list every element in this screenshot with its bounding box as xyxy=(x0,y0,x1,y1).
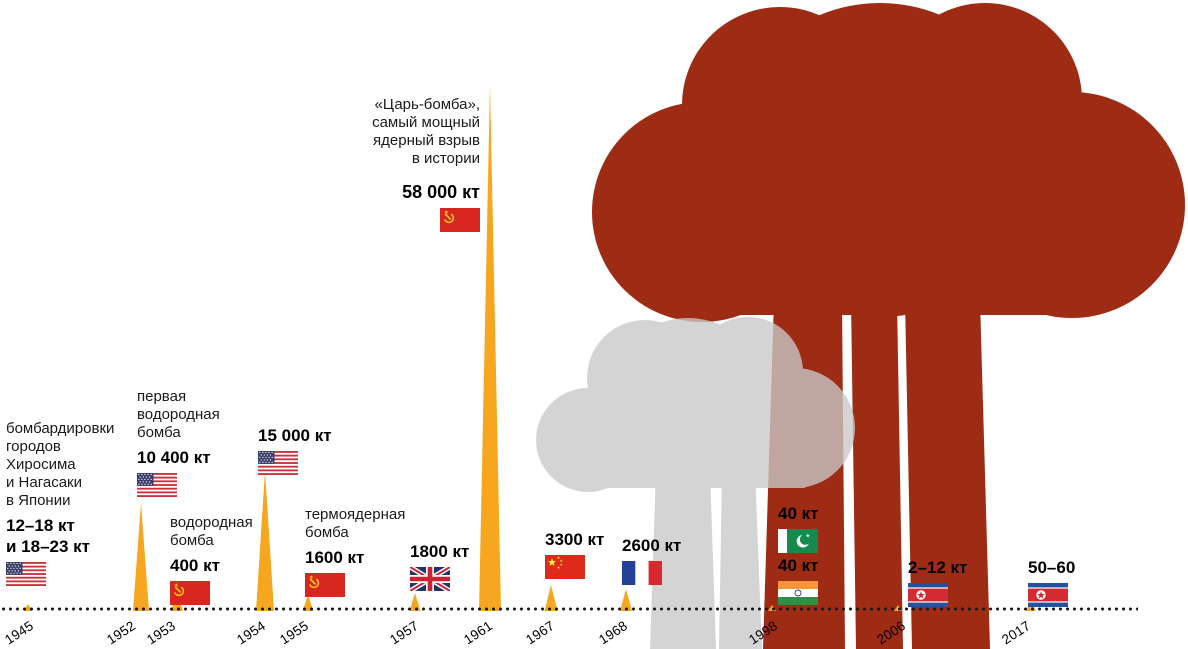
annotation-1955-ussr: термоядерная бомба 1600 кт xyxy=(305,506,427,602)
large-mushroom-cloud xyxy=(592,3,1185,649)
yield-value: 40 кт xyxy=(778,556,819,575)
yield-value: 12–18 кт и 18–23 кт xyxy=(6,516,91,556)
annotation-1953-ussr: водородная бомба 400 кт xyxy=(170,514,285,610)
event-label: термоядерная бомба xyxy=(305,506,406,541)
yield-spike-1954 xyxy=(256,471,274,611)
yield-value: 1600 кт xyxy=(305,548,365,567)
yield-value: 50–60 xyxy=(1028,558,1076,577)
yield-spike-1961 xyxy=(479,85,501,611)
yield-value: 40 кт xyxy=(778,504,819,523)
usa-flag-icon xyxy=(137,473,177,497)
annotation-2006-north-korea: 2–12 кт xyxy=(908,552,998,612)
usa-flag-icon xyxy=(6,562,46,586)
annotation-2017-north-korea: 50–60 xyxy=(1028,552,1118,612)
pakistan-flag-icon xyxy=(778,529,818,553)
timeline-baseline xyxy=(0,607,1138,611)
north-korea-flag-icon xyxy=(1028,583,1068,607)
yield-value: 15 000 кт xyxy=(258,426,332,445)
france-flag-icon xyxy=(622,561,662,585)
event-label: бомбардировки городов Хиросима и Нагасак… xyxy=(6,420,115,509)
annotation-1954-usa: 15 000 кт xyxy=(258,420,358,480)
ussr-flag-icon xyxy=(170,581,210,605)
ussr-flag-icon xyxy=(305,573,345,597)
yield-spike-1952 xyxy=(133,503,149,611)
yield-value: 10 400 кт xyxy=(137,448,211,467)
usa-flag-icon xyxy=(258,451,298,475)
yield-value: 2–12 кт xyxy=(908,558,968,577)
yield-value: 3300 кт xyxy=(545,530,605,549)
yield-spike-1968 xyxy=(620,589,632,611)
annotation-1961-ussr-tsar-bomba: «Царь-бомба», самый мощный ядерный взрыв… xyxy=(356,96,480,237)
china-flag-icon xyxy=(545,555,585,579)
annotation-1998-india: 40 кт xyxy=(778,550,858,610)
event-label: «Царь-бомба», самый мощный ядерный взрыв… xyxy=(372,96,480,167)
yield-value: 58 000 кт xyxy=(402,182,480,202)
yield-spikes xyxy=(23,85,1036,611)
event-label: водородная бомба xyxy=(170,514,253,549)
yield-spike-1957 xyxy=(409,593,421,611)
yield-value: 2600 кт xyxy=(622,536,682,555)
yield-spike-1967 xyxy=(544,585,558,611)
event-label: первая водородная бомба xyxy=(137,388,220,441)
india-flag-icon xyxy=(778,581,818,605)
small-mushroom-cloud xyxy=(536,317,855,649)
annotation-1968-france: 2600 кт xyxy=(622,530,722,590)
annotation-1998-pakistan: 40 кт xyxy=(778,498,858,558)
annotation-1957-uk: 1800 кт xyxy=(408,536,510,596)
annotation-1967-china: 3300 кт xyxy=(545,524,645,584)
ussr-flag-icon xyxy=(440,208,480,232)
annotation-1952-usa: первая водородная бомба 10 400 кт xyxy=(137,388,252,502)
yield-value: 400 кт xyxy=(170,556,220,575)
uk-flag-icon xyxy=(408,564,452,594)
north-korea-flag-icon xyxy=(908,583,948,607)
annotation-1945-usa: бомбардировки городов Хиросима и Нагасак… xyxy=(6,420,136,591)
yield-value: 1800 кт xyxy=(410,542,470,561)
